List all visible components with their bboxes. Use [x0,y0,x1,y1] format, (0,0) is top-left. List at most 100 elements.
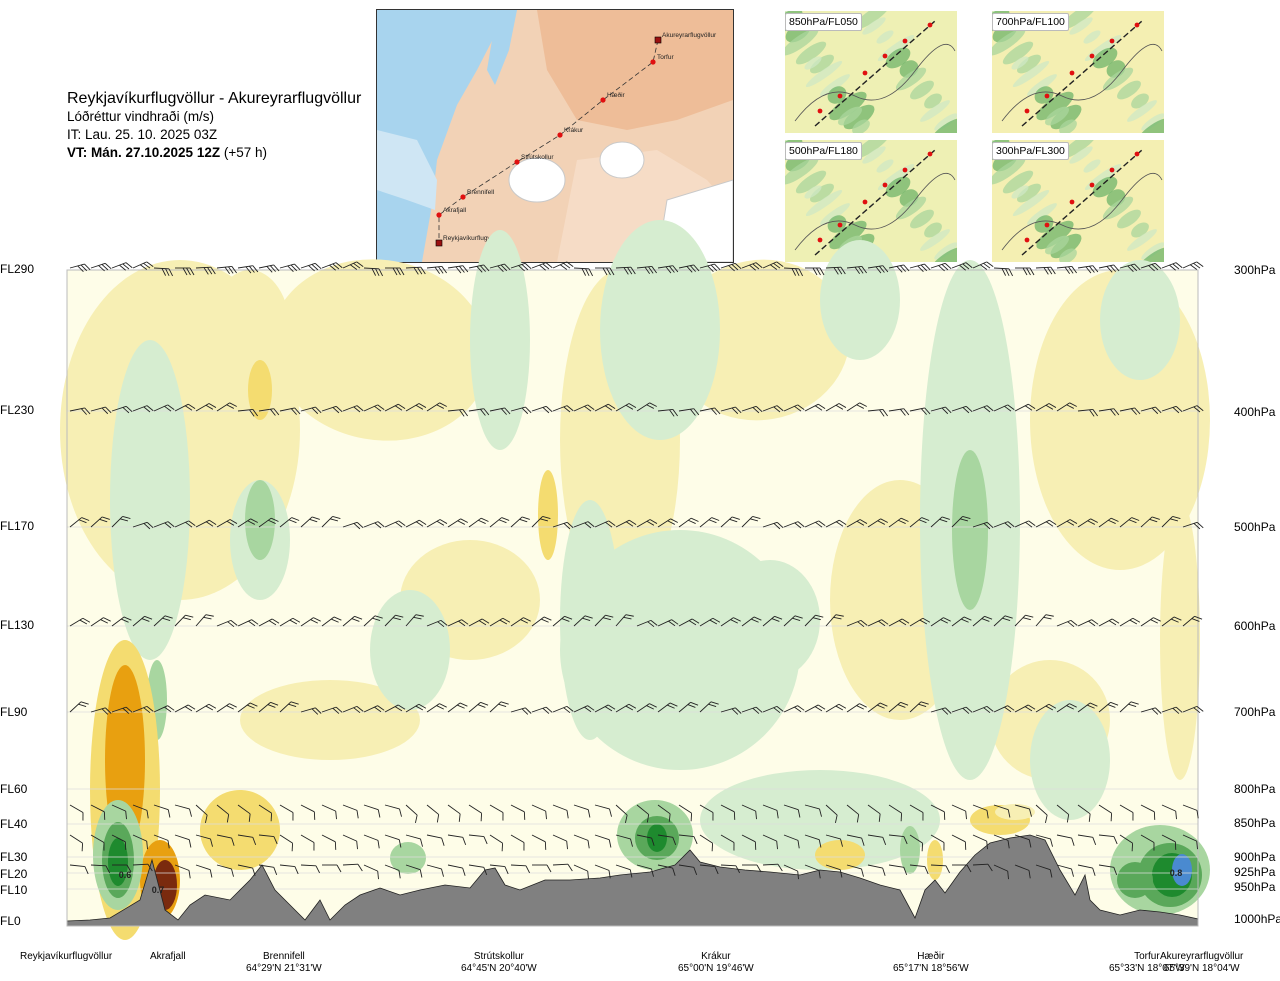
barb-staff [1056,864,1072,870]
barb-staff [1161,405,1177,412]
barb-feather [1028,403,1036,409]
wind-barb [804,834,822,848]
wind-barb [153,404,175,412]
barb-feather [231,266,237,274]
barb-feather [335,706,343,713]
wind-barb [615,519,637,528]
barb-feather [205,705,214,711]
wind-barb [111,515,131,528]
wind-barb [1140,262,1162,272]
barb-feather [210,266,216,275]
barb-feather [542,515,551,519]
wind-barb [426,619,448,628]
minimap-300-label: 300hPa/FL300 [992,142,1069,160]
wind-barb [762,705,784,714]
minimap-contour [1012,60,1050,88]
barb-feather [1024,405,1033,411]
barb-staff [741,834,756,843]
barb-staff [363,705,378,713]
barb-staff [384,704,399,713]
hpa-label: 850hPa [1234,816,1276,830]
wind-barb [720,707,742,715]
minimap-contour [1092,47,1118,69]
barb-feather [903,836,908,845]
wind-barb [1140,834,1155,851]
wind-barb [174,403,196,412]
barb-feather [1008,268,1014,277]
minimap-contour [992,28,1026,56]
wind-barb [552,863,573,872]
barb-feather [861,868,864,877]
barb-staff [678,408,694,412]
barb-staff [342,863,359,866]
barb-staff [573,404,588,412]
barb-feather [161,268,167,276]
barb-staff [1161,616,1175,627]
wind-barb [300,864,321,874]
barb-feather [1152,516,1160,520]
minimap-contour [1092,176,1118,198]
barb-feather [962,263,970,270]
barb-feather [587,521,595,528]
barb-feather [1005,268,1010,277]
wind-barb [237,619,259,627]
barb-feather [266,266,273,273]
barb-feather [835,404,844,410]
wind-barb [90,406,112,415]
wind-barb [1056,519,1078,528]
barb-feather [476,266,483,273]
wind-barb [363,705,385,713]
barb-feather [268,519,276,524]
barb-staff [321,516,333,528]
wind-barb [615,864,633,878]
barb-feather [879,409,885,417]
wind-barb [447,619,469,627]
barb-feather [356,841,358,850]
barb-feather [398,870,401,879]
wind-barb [69,864,89,875]
barb-feather [520,619,528,624]
wind-barb [825,864,843,878]
route-layer: AkureyrarflugvöllurTorfurHæðirKrákurStrú… [435,32,717,247]
barb-feather [289,619,298,625]
wind-barb [1077,834,1097,846]
wind-barb [468,408,490,416]
barb-feather [483,867,488,876]
wind-barb [636,519,658,528]
fl-label: FL90 [0,705,28,719]
barb-feather [687,704,696,708]
barb-feather [693,408,700,416]
minimap-contour [1136,246,1164,262]
barb-feather [353,262,361,269]
barb-feather [480,517,489,522]
barb-feather [734,263,742,270]
barb-feather [690,408,696,416]
barb-feather [1001,268,1007,276]
barb-feather [940,619,948,624]
wind-barb [510,406,532,415]
wind-barb [1056,834,1075,846]
barb-feather [730,619,738,624]
barb-feather [98,265,105,272]
minimap-contour [795,41,827,65]
barb-feather [733,811,736,820]
wind-barb [405,864,423,878]
barb-feather [1169,264,1176,271]
barb-feather [729,518,738,523]
barb-staff [69,864,85,868]
wind-barb [783,404,805,412]
barb-feather [434,266,441,274]
barb-staff [657,804,671,815]
wind-contour [1172,854,1192,886]
wind-barb [489,804,504,821]
barb-feather [922,617,931,623]
barb-feather [546,864,552,873]
waypoint-marker [600,97,606,103]
wind-barb [594,403,616,412]
barb-feather [395,614,404,618]
barb-staff [762,261,777,269]
barb-staff [426,864,442,870]
barb-staff [363,615,376,627]
minimap-contour [1045,106,1069,126]
barb-staff [1161,834,1176,843]
